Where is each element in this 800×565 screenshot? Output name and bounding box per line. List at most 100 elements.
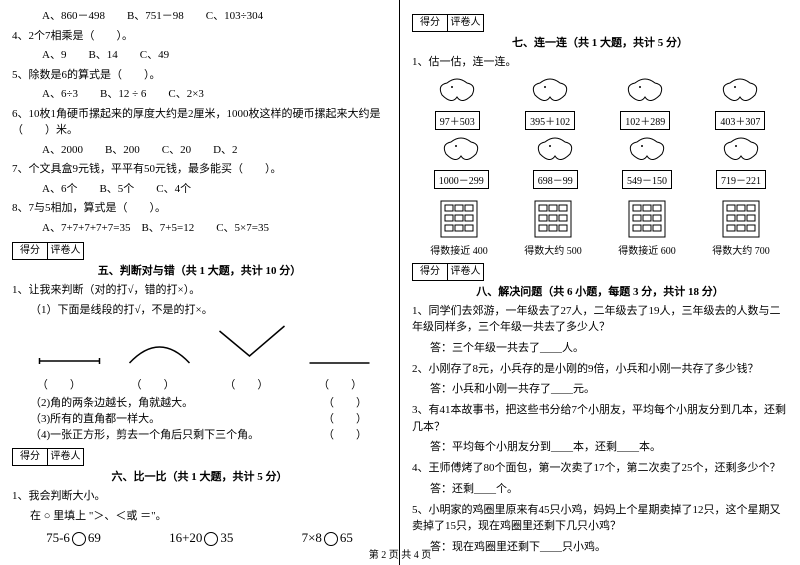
score-label: 得分 bbox=[412, 263, 448, 281]
q6-options: A、2000 B、200 C、20 D、2 bbox=[12, 142, 387, 159]
sec8-a2: 答：小兵和小刚一共存了____元。 bbox=[412, 380, 788, 396]
cmp3: 7×865 bbox=[302, 530, 353, 546]
sec7-q1: 1、估一估，连一连。 bbox=[412, 54, 788, 71]
pigeon-unit: 102＋289 bbox=[598, 75, 693, 130]
line-segments-figure bbox=[12, 321, 387, 371]
circle-icon bbox=[324, 532, 338, 546]
q-options: A、860－498 B、751－98 C、103÷304 bbox=[12, 8, 387, 25]
sec8-q3: 3、有41本故事书，把这些书分给7个小朋友，平均每个小朋友分到几本，还剩几本？ bbox=[412, 402, 788, 435]
sec8-q1: 1、同学们去郊游，一年级去了27人，二年级去了19人，三年级去的人数与二年级同样… bbox=[412, 303, 788, 336]
sec6-q1-sub: 在 ○ 里填上 "＞、＜或 ＝"。 bbox=[12, 508, 387, 525]
grader-label: 评卷人 bbox=[448, 14, 484, 32]
circle-icon bbox=[72, 532, 86, 546]
sec8-a1: 答：三个年级一共去了____人。 bbox=[412, 339, 788, 355]
q7-options: A、6个 B、5个 C、4个 bbox=[12, 181, 387, 198]
pigeon-icon bbox=[436, 134, 486, 166]
sec5-q1-3: （3)所有的直角都一样大。 bbox=[12, 410, 160, 426]
pigeon-icon bbox=[620, 75, 670, 107]
sec8-q2: 2、小刚存了8元，小兵存的是小刚的9倍，小兵和小刚一共存了多少钱？ bbox=[412, 361, 788, 378]
q8-options: A、7+7+7+7+7=35 B、7+5=12 C、5×7=35 bbox=[12, 220, 387, 237]
pigeon-unit: 698－99 bbox=[511, 134, 600, 189]
building-label: 得数大约 500 bbox=[524, 242, 582, 257]
building-icon bbox=[623, 195, 671, 239]
cmp2: 16+2035 bbox=[169, 530, 233, 546]
pigeon-label: 549－150 bbox=[622, 170, 672, 189]
pigeon-label: 97＋503 bbox=[435, 111, 480, 130]
pigeon-unit: 403＋307 bbox=[693, 75, 788, 130]
compare-row: 75-669 16+2035 7×865 bbox=[12, 530, 387, 546]
building-unit: 得数接近 400 bbox=[430, 195, 488, 257]
sec8-q4: 4、王师傅烤了80个面包，第一次卖了17个，第二次卖了25个，还剩多少个？ bbox=[412, 460, 788, 477]
pigeons-bottom: 1000－299 698－99 549－150 719－221 bbox=[412, 134, 788, 189]
paren-row: （ ） （ ） （ ） （ ） bbox=[12, 376, 387, 392]
right-column: 得分 评卷人 七、连一连（共 1 大题，共计 5 分） 1、估一估，连一连。 9… bbox=[400, 0, 800, 565]
sec5-q1-4-row: （4)一张正方形，剪去一个角后只剩下三个角。 （ ） bbox=[12, 426, 387, 442]
building-icon bbox=[435, 195, 483, 239]
pigeons-top: 97＋503 395＋102 102＋289 403＋307 bbox=[412, 75, 788, 130]
pigeon-icon bbox=[622, 134, 672, 166]
score-box-6: 得分 评卷人 bbox=[12, 448, 387, 466]
pigeon-unit: 395＋102 bbox=[503, 75, 598, 130]
section-6-title: 六、比一比（共 1 大题，共计 5 分） bbox=[12, 468, 387, 484]
score-box-8: 得分 评卷人 bbox=[412, 263, 788, 281]
score-label: 得分 bbox=[12, 448, 48, 466]
sec5-q1-1: （1）下面是线段的打√，不是的打×。 bbox=[12, 302, 387, 319]
score-label: 得分 bbox=[12, 242, 48, 260]
q8: 8、7与5相加，算式是（ ）。 bbox=[12, 200, 387, 217]
score-box-5: 得分 评卷人 bbox=[12, 242, 387, 260]
pigeon-label: 403＋307 bbox=[715, 111, 765, 130]
grader-label: 评卷人 bbox=[48, 448, 84, 466]
paren: （ ） bbox=[318, 376, 362, 392]
building-unit: 得数接近 600 bbox=[618, 195, 676, 257]
pigeon-label: 1000－299 bbox=[434, 170, 489, 189]
grader-label: 评卷人 bbox=[48, 242, 84, 260]
q5-options: A、6÷3 B、12 ÷ 6 C、2×3 bbox=[12, 86, 387, 103]
pigeon-label: 395＋102 bbox=[525, 111, 575, 130]
score-box-7: 得分 评卷人 bbox=[412, 14, 788, 32]
sec5-q1-3-row: （3)所有的直角都一样大。 （ ） bbox=[12, 410, 387, 426]
sec5-q1-2: （2)角的两条边越长，角就越大。 bbox=[12, 394, 193, 410]
sec8-a4: 答：还剩____个。 bbox=[412, 480, 788, 496]
sec5-q1-2-row: （2)角的两条边越长，角就越大。 （ ） bbox=[12, 394, 387, 410]
building-label: 得数接近 600 bbox=[618, 242, 676, 257]
pigeon-icon bbox=[432, 75, 482, 107]
pigeon-label: 698－99 bbox=[533, 170, 578, 189]
paren: （ ） bbox=[323, 410, 367, 426]
q4-options: A、9 B、14 C、49 bbox=[12, 47, 387, 64]
pigeon-icon bbox=[716, 134, 766, 166]
pigeon-icon bbox=[530, 134, 580, 166]
sec5-q1: 1、让我来判断（对的打√，错的打×）。 bbox=[12, 282, 387, 299]
q7: 7、个文具盒9元钱，平平有50元钱，最多能买（ ）。 bbox=[12, 161, 387, 178]
building-icon bbox=[717, 195, 765, 239]
section-7-title: 七、连一连（共 1 大题，共计 5 分） bbox=[412, 34, 788, 50]
cmp1: 75-669 bbox=[46, 530, 101, 546]
paren: （ ） bbox=[224, 376, 268, 392]
paren: （ ） bbox=[37, 376, 81, 392]
q5: 5、除数是6的算式是（ ）。 bbox=[12, 67, 387, 84]
paren: （ ） bbox=[323, 394, 367, 410]
sec8-a3: 答：平均每个小朋友分到____本，还剩____本。 bbox=[412, 438, 788, 454]
pigeon-unit: 97＋503 bbox=[412, 75, 503, 130]
grader-label: 评卷人 bbox=[448, 263, 484, 281]
sec5-q1-4: （4)一张正方形，剪去一个角后只剩下三个角。 bbox=[12, 426, 259, 442]
left-column: A、860－498 B、751－98 C、103÷304 4、2个7相乘是（ ）… bbox=[0, 0, 400, 565]
pigeon-label: 102＋289 bbox=[620, 111, 670, 130]
buildings-row: 得数接近 400 得数大约 500 得数接近 600 得数大约 700 bbox=[412, 195, 788, 257]
paren: （ ） bbox=[131, 376, 175, 392]
pigeon-unit: 549－150 bbox=[600, 134, 694, 189]
section-5-title: 五、判断对与错（共 1 大题，共计 10 分） bbox=[12, 262, 387, 278]
building-label: 得数大约 700 bbox=[712, 242, 770, 257]
q4: 4、2个7相乘是（ ）。 bbox=[12, 28, 387, 45]
pigeon-label: 719－221 bbox=[716, 170, 766, 189]
pigeon-icon bbox=[525, 75, 575, 107]
paren: （ ） bbox=[323, 426, 367, 442]
score-label: 得分 bbox=[412, 14, 448, 32]
sec8-q5: 5、小明家的鸡圈里原来有45只小鸡，妈妈上个星期卖掉了12只，这个星期又卖掉了1… bbox=[412, 502, 788, 535]
sec6-q1: 1、我会判断大小。 bbox=[12, 488, 387, 505]
circle-icon bbox=[204, 532, 218, 546]
building-unit: 得数大约 700 bbox=[712, 195, 770, 257]
q6: 6、10枚1角硬币摞起来的厚度大约是2厘米，1000枚这样的硬币摞起来大约是（ … bbox=[12, 106, 387, 139]
building-label: 得数接近 400 bbox=[430, 242, 488, 257]
pigeon-unit: 719－221 bbox=[694, 134, 788, 189]
building-icon bbox=[529, 195, 577, 239]
